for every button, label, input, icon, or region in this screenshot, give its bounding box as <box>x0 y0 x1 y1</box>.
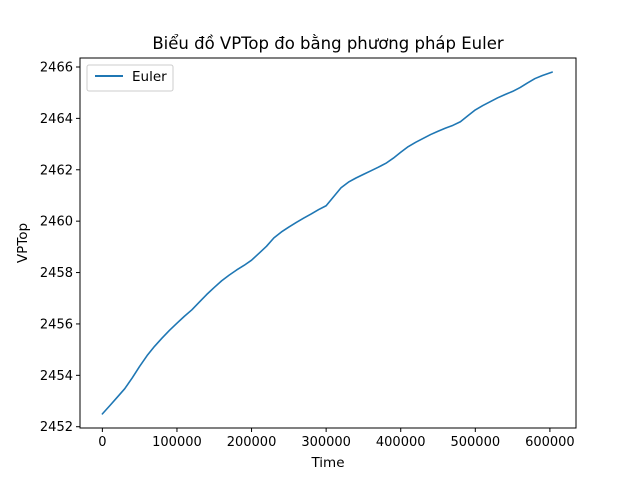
y-tick-label: 2460 <box>40 215 73 230</box>
y-tick-label: 2456 <box>40 317 73 332</box>
y-axis-ticks: 2452 2454 2456 2458 2460 2462 2464 2466 <box>40 60 80 435</box>
x-tick-label: 600000 <box>525 435 575 450</box>
y-tick-label: 2454 <box>40 369 73 384</box>
series-line-euler <box>101 71 553 415</box>
y-axis-label: VPTop <box>15 223 31 263</box>
x-tick-label: 300000 <box>301 435 351 450</box>
x-axis-ticks: 0 100000 200000 300000 400000 500000 600000 <box>98 428 575 450</box>
x-tick-label: 400000 <box>376 435 426 450</box>
chart-title: Biểu đồ VPTop đo bằng phương pháp Euler <box>152 34 504 53</box>
x-tick-label: 0 <box>98 435 106 450</box>
x-tick-label: 200000 <box>227 435 277 450</box>
plot-area <box>101 71 553 415</box>
y-tick-label: 2466 <box>40 60 73 75</box>
x-tick-label: 500000 <box>450 435 500 450</box>
y-tick-label: 2464 <box>40 112 73 127</box>
plot-frame <box>79 57 577 429</box>
y-tick-label: 2452 <box>40 420 73 435</box>
y-tick-label: 2458 <box>40 266 73 281</box>
legend-box <box>86 64 174 92</box>
y-tick-label: 2462 <box>40 163 73 178</box>
legend-label-euler: Euler <box>132 69 167 85</box>
x-tick-label: 100000 <box>152 435 202 450</box>
x-axis-label: Time <box>310 455 344 471</box>
legend: Euler <box>86 64 174 92</box>
